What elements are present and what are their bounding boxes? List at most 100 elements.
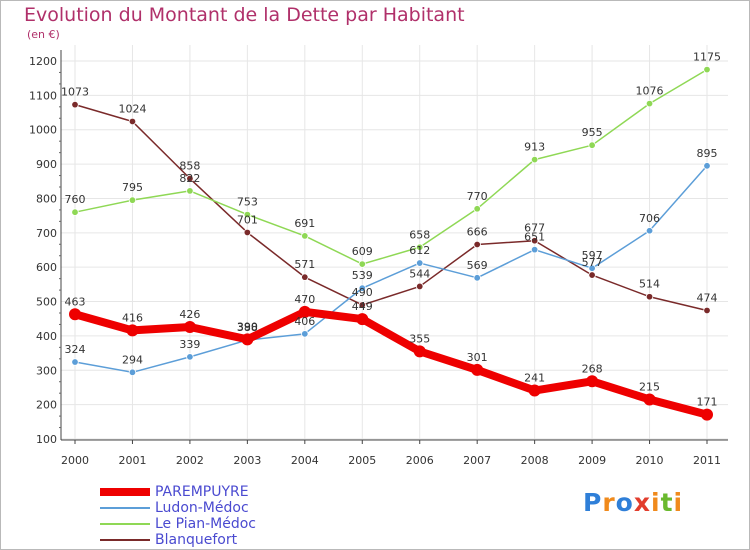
data-label: 474 xyxy=(697,291,718,304)
data-label: 301 xyxy=(467,351,488,364)
data-point xyxy=(413,345,426,358)
x-tick-label: 2005 xyxy=(348,454,376,467)
data-point xyxy=(358,301,366,309)
data-label: 770 xyxy=(467,190,488,203)
logo-letter: i xyxy=(673,488,684,517)
data-point xyxy=(473,274,481,282)
data-label: 463 xyxy=(65,295,86,308)
y-tick-label: 900 xyxy=(36,158,57,171)
x-tick-label: 2002 xyxy=(176,454,204,467)
data-point xyxy=(128,117,137,126)
data-point xyxy=(128,368,137,377)
legend-swatch xyxy=(100,539,150,541)
data-label: 1175 xyxy=(693,51,721,64)
chart-unit: (en €) xyxy=(27,28,60,41)
x-tick-label: 2007 xyxy=(463,454,491,467)
data-label: 490 xyxy=(352,286,373,299)
data-point xyxy=(416,243,424,251)
legend-label: Ludon-Médoc xyxy=(155,500,249,516)
data-label: 609 xyxy=(352,245,373,258)
data-label: 416 xyxy=(122,311,143,324)
series-line xyxy=(71,307,711,419)
data-point xyxy=(645,99,654,108)
logo-letter: i xyxy=(651,488,661,517)
data-point xyxy=(128,196,137,204)
data-label: 171 xyxy=(697,396,718,409)
data-label: 858 xyxy=(179,160,200,173)
data-point xyxy=(586,375,599,388)
data-point xyxy=(471,363,484,376)
data-point xyxy=(358,260,366,268)
data-point xyxy=(71,358,79,366)
data-point xyxy=(186,187,194,195)
data-point xyxy=(588,271,596,279)
data-label: 539 xyxy=(352,269,373,282)
proxiti-logo: Proxiti xyxy=(583,488,683,517)
data-label: 514 xyxy=(639,278,660,291)
data-point xyxy=(473,205,481,213)
data-point xyxy=(643,393,656,406)
y-tick-label: 800 xyxy=(36,192,57,205)
data-label: 339 xyxy=(179,338,200,351)
data-point xyxy=(703,65,711,74)
data-label: 215 xyxy=(639,380,660,393)
data-point xyxy=(69,308,81,321)
data-label: 658 xyxy=(409,228,430,241)
data-label: 666 xyxy=(467,226,488,239)
logo-letter: t xyxy=(660,488,674,517)
data-label: 449 xyxy=(352,300,373,313)
x-tick-label: 2001 xyxy=(118,454,146,467)
series-2 xyxy=(71,65,711,268)
data-label: 1073 xyxy=(61,86,89,99)
series-3 xyxy=(71,100,711,315)
data-point xyxy=(126,324,139,337)
data-point xyxy=(241,333,254,346)
logo-letter: x xyxy=(633,488,651,517)
x-tick-label: 2010 xyxy=(636,454,664,467)
logo-letter: r xyxy=(602,488,616,517)
data-point xyxy=(473,240,481,249)
data-point xyxy=(701,408,713,421)
data-point xyxy=(588,264,596,272)
y-tick-label: 200 xyxy=(36,399,57,412)
data-label: 1076 xyxy=(636,85,664,98)
data-point xyxy=(416,259,424,267)
y-tick-label: 400 xyxy=(36,330,57,343)
data-label: 955 xyxy=(582,126,603,139)
data-point xyxy=(358,284,366,292)
y-tick-label: 1100 xyxy=(29,89,57,102)
legend-label: Le Pian-Médoc xyxy=(155,516,256,532)
data-label: 760 xyxy=(65,193,86,206)
chart-title: Evolution du Montant de la Dette par Hab… xyxy=(24,4,465,26)
y-tick-label: 500 xyxy=(36,296,57,309)
y-tick-label: 700 xyxy=(36,227,57,240)
data-label: 388 xyxy=(237,321,258,334)
data-label: 426 xyxy=(179,308,200,321)
data-point xyxy=(703,162,711,170)
data-label: 597 xyxy=(582,249,603,262)
legend-label: PAREMPUYRE xyxy=(155,484,249,500)
data-point xyxy=(588,141,596,149)
data-point xyxy=(528,384,541,397)
data-point xyxy=(301,273,309,281)
y-tick-label: 100 xyxy=(36,433,57,446)
y-tick-label: 600 xyxy=(36,261,57,274)
data-label: 895 xyxy=(697,147,718,160)
data-point xyxy=(301,330,309,338)
data-label: 569 xyxy=(467,259,488,272)
series-line xyxy=(74,103,708,312)
data-point xyxy=(416,282,424,291)
logo-letter: P xyxy=(583,488,603,517)
data-point xyxy=(301,232,309,240)
data-label: 691 xyxy=(294,217,315,230)
data-point xyxy=(71,100,79,109)
data-label: 677 xyxy=(524,222,545,235)
data-label: 795 xyxy=(122,181,143,194)
series-line xyxy=(74,68,708,265)
data-point xyxy=(186,353,194,361)
data-point xyxy=(530,245,539,254)
x-tick-label: 2006 xyxy=(406,454,434,467)
data-point xyxy=(243,228,252,237)
data-label: 651 xyxy=(524,231,545,244)
